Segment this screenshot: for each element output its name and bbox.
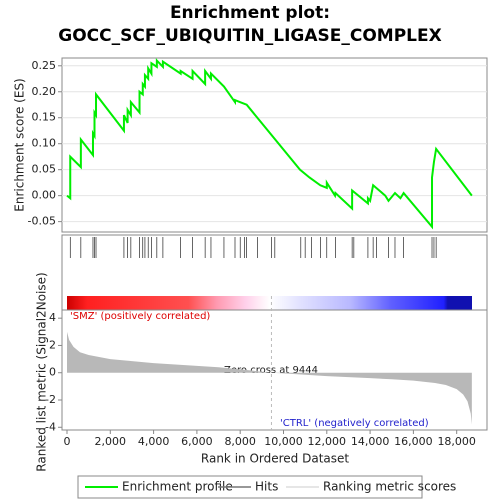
rank-color-bar <box>67 296 472 310</box>
y2-tick-label: -4 <box>45 420 56 433</box>
y-tick-label: 0.10 <box>32 137 57 150</box>
y-tick-label: 0.20 <box>32 85 57 98</box>
x-tick-label: 4,000 <box>138 435 170 448</box>
y-tick-label: 0.15 <box>32 111 57 124</box>
x-tick-label: 0 <box>64 435 71 448</box>
negative-label: 'CTRL' (negatively correlated) <box>280 418 429 429</box>
x-tick-label: 6,000 <box>181 435 213 448</box>
x-axis-label: Rank in Ordered Dataset <box>201 452 349 466</box>
chart-title: Enrichment plot: <box>170 3 330 23</box>
y-axis-label: Enrichment score (ES) <box>13 78 27 211</box>
y-tick-label: -0.05 <box>28 215 56 228</box>
es-panel <box>61 57 488 233</box>
y2-tick-label: 0 <box>49 366 56 379</box>
x-tick-label: 16,000 <box>394 435 433 448</box>
legend-label: Hits <box>255 480 278 494</box>
x-tick-label: 8,000 <box>224 435 256 448</box>
metric-area <box>67 331 472 425</box>
y2-axis-label: Ranked list metric (Signal2Noise) <box>35 272 49 471</box>
metric-panel <box>61 309 488 431</box>
x-tick-label: 10,000 <box>264 435 303 448</box>
legend-label: Ranking metric scores <box>323 480 456 494</box>
legend-label: Enrichment profile <box>122 480 233 494</box>
y-tick-label: 0.25 <box>32 59 57 72</box>
y2-tick-label: 2 <box>49 338 56 351</box>
y2-tick-label: -2 <box>45 393 56 406</box>
x-tick-label: 12,000 <box>308 435 347 448</box>
es-line <box>66 58 473 230</box>
y-tick-label: 0.00 <box>32 189 57 202</box>
positive-label: 'SMZ' (positively correlated) <box>70 311 210 322</box>
y2-tick-label: 4 <box>49 311 56 324</box>
x-tick-label: 18,000 <box>437 435 476 448</box>
x-tick-label: 2,000 <box>95 435 127 448</box>
x-tick-label: 14,000 <box>351 435 390 448</box>
y-tick-label: 0.05 <box>32 163 57 176</box>
chart-subtitle: GOCC_SCF_UBIQUITIN_LIGASE_COMPLEX <box>58 26 442 46</box>
